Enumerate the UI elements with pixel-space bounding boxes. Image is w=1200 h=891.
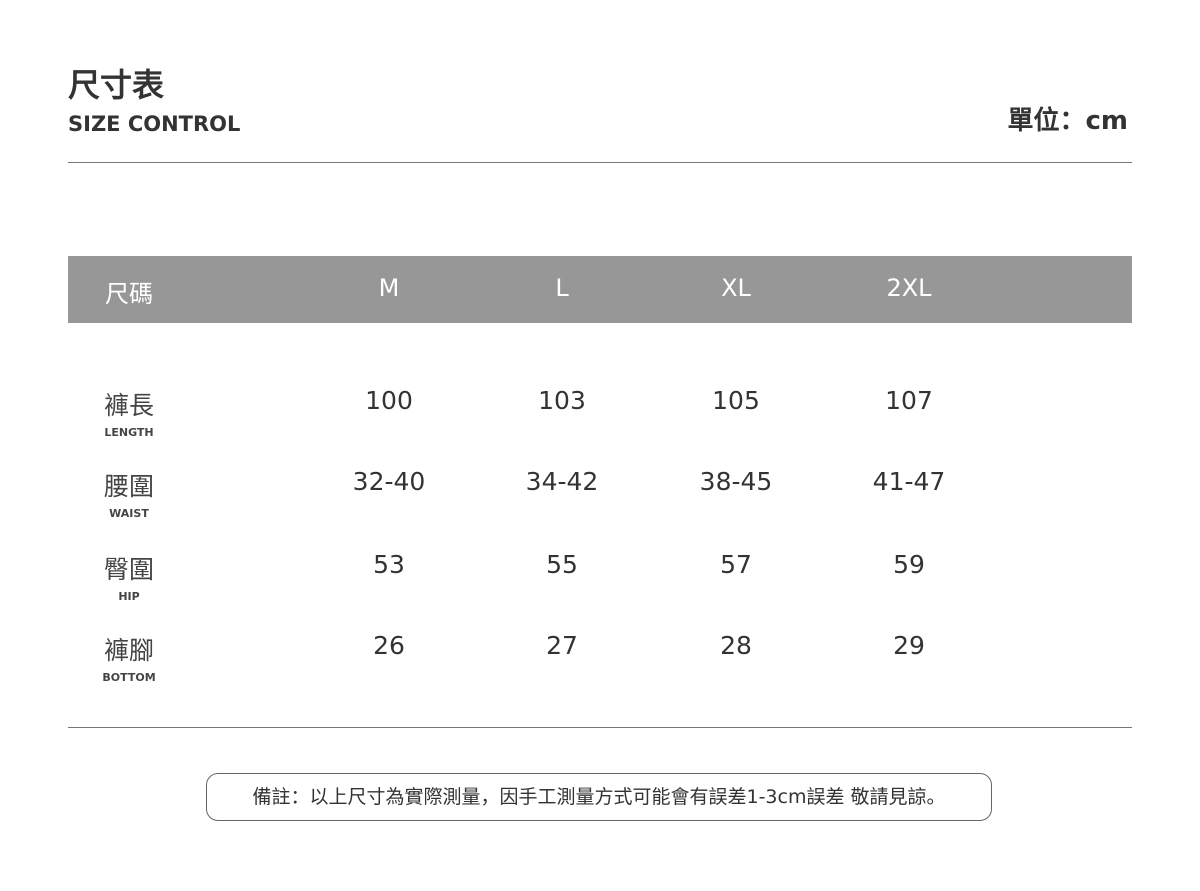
row-label-zh: 褲長 [103,391,154,420]
cell: 28 [720,631,752,660]
row-label-zh: 褲腳 [103,636,154,665]
cell: 32-40 [352,467,426,496]
header-corner: 尺碼 [105,280,153,308]
row-label-zh: 腰圍 [103,472,154,501]
cell: 41-47 [872,467,946,496]
cell: 107 [885,386,933,415]
header-size-m: M [378,274,400,302]
bottom-divider [68,727,1132,728]
row-label-en: LENGTH [104,426,154,439]
row-label-en: WAIST [109,507,149,520]
row-label-en: HIP [118,590,140,603]
row-label: 褲腳 BOTTOM [69,631,189,684]
cell: 100 [365,386,413,415]
cell: 57 [720,550,752,579]
table-row: 褲長 LENGTH 100 103 105 107 [0,386,1200,466]
cell: 27 [546,631,578,660]
note-box: 備註：以上尺寸為實際測量，因手工測量方式可能會有誤差1-3cm誤差 敬請見諒。 [206,773,992,821]
header-size-xl: XL [721,274,751,302]
page-subtitle: SIZE CONTROL [68,112,241,136]
cell: 53 [373,550,405,579]
row-label: 臀圍 HIP [69,550,189,603]
table-row: 腰圍 WAIST 32-40 34-42 38-45 41-47 [0,467,1200,547]
cell: 105 [712,386,760,415]
cell: 29 [893,631,925,660]
unit-label: 單位：cm [1007,106,1128,136]
cell: 55 [546,550,578,579]
header-size-2xl: 2XL [886,274,932,302]
cell: 26 [373,631,405,660]
cell: 103 [538,386,586,415]
row-label: 褲長 LENGTH [69,386,189,439]
cell: 34-42 [525,467,599,496]
cell: 38-45 [699,467,773,496]
page-title: 尺寸表 [68,66,165,104]
cell: 59 [893,550,925,579]
table-header: 尺碼 M L XL 2XL [68,256,1132,323]
row-label: 腰圍 WAIST [69,467,189,520]
table-row: 臀圍 HIP 53 55 57 59 [0,550,1200,630]
row-label-en: BOTTOM [102,671,156,684]
table-row: 褲腳 BOTTOM 26 27 28 29 [0,631,1200,711]
header-size-l: L [555,274,569,302]
row-label-zh: 臀圍 [103,555,154,584]
top-divider [68,162,1132,163]
